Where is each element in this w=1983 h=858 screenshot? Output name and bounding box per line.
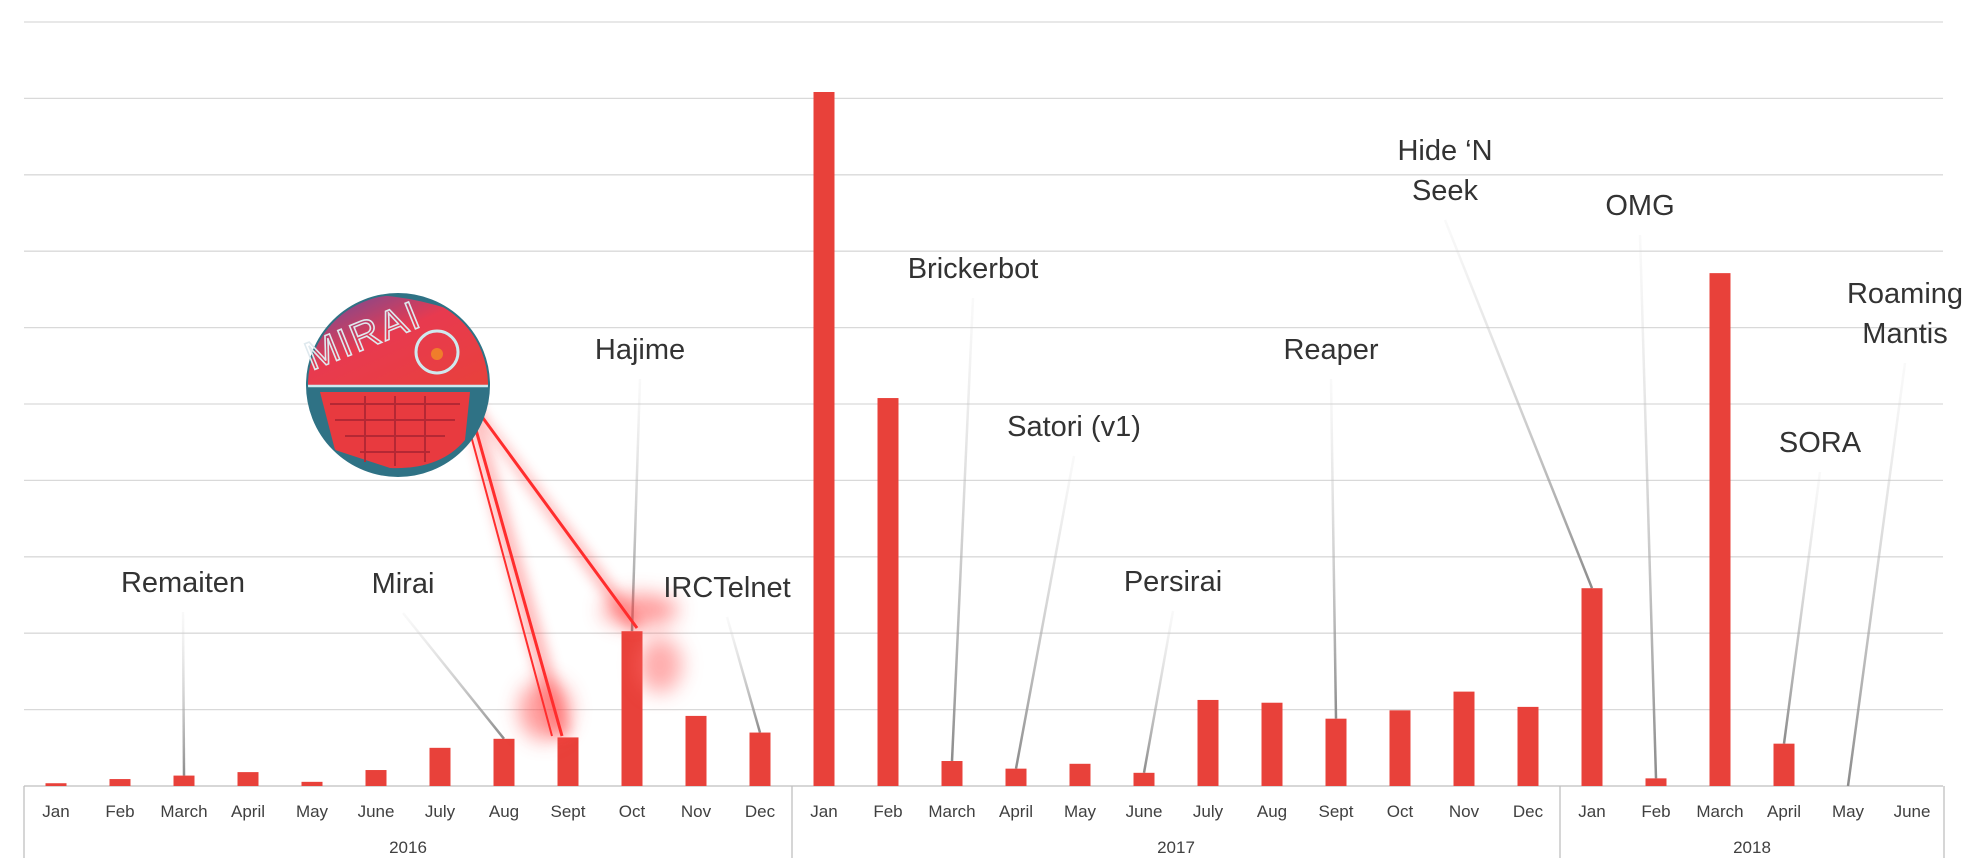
- month-tick-label: Nov: [1449, 802, 1480, 821]
- annotation-label: Persirai: [1124, 566, 1222, 598]
- bar: [877, 398, 899, 786]
- bar: [941, 761, 963, 786]
- bar: [1133, 772, 1155, 786]
- bar: [749, 732, 771, 786]
- bar: [429, 747, 451, 786]
- annotation-label: Remaiten: [121, 567, 245, 599]
- year-label: 2016: [389, 838, 427, 857]
- leader-line: [402, 612, 505, 740]
- leader-line: [725, 616, 762, 733]
- bar: [301, 781, 323, 786]
- annotation-label: Brickerbot: [908, 253, 1039, 285]
- leader-line: [181, 611, 186, 776]
- annotation-label: Hajime: [595, 334, 685, 366]
- month-tick-label: Oct: [619, 802, 646, 821]
- annotation-label: Satori (v1): [1007, 411, 1141, 443]
- logo-outline: [306, 293, 490, 477]
- month-tick-label: April: [231, 802, 265, 821]
- month-tick-label: July: [1193, 802, 1224, 821]
- bar: [1645, 778, 1667, 786]
- bar: [237, 772, 259, 786]
- bar: [621, 631, 643, 786]
- annotation-labels: Remaiten Mirai Hajime IRCTelnet Brickerbot Sa…: [121, 135, 1963, 604]
- bar: [365, 770, 387, 786]
- month-tick-label: Dec: [1513, 802, 1544, 821]
- bar: [1773, 743, 1795, 786]
- month-tick-label: Jan: [810, 802, 837, 821]
- annotation-label: SORA: [1779, 427, 1862, 459]
- bar: [1069, 763, 1091, 786]
- month-tick-label: Oct: [1387, 802, 1414, 821]
- leader-line: [1782, 471, 1822, 744]
- month-tick-label: May: [296, 802, 329, 821]
- month-tick-label: Sept: [1319, 802, 1354, 821]
- annotation-label: OMG: [1605, 190, 1674, 222]
- month-tick-label: June: [1126, 802, 1163, 821]
- leader-line: [630, 378, 642, 632]
- month-tick-label: July: [425, 802, 456, 821]
- month-tick-label: May: [1064, 802, 1097, 821]
- leader-line: [950, 297, 975, 762]
- bar: [1453, 691, 1475, 786]
- month-tick-label: Feb: [873, 802, 902, 821]
- month-tick-label: March: [1696, 802, 1743, 821]
- bar: [1389, 710, 1411, 786]
- leader-line: [1443, 219, 1594, 589]
- bar: [1581, 588, 1603, 786]
- month-tick-label: March: [160, 802, 207, 821]
- month-tick-label: May: [1832, 802, 1865, 821]
- month-tick-label: April: [1767, 802, 1801, 821]
- bar: [109, 779, 131, 786]
- bar: [685, 715, 707, 786]
- bar: [1197, 699, 1219, 786]
- bar: [1325, 718, 1347, 786]
- annotation-label: Mirai: [372, 568, 435, 600]
- leader-line: [1329, 378, 1338, 719]
- leader-line: [1014, 455, 1076, 769]
- leader-line: [1846, 362, 1907, 787]
- annotation-label: Reaper: [1283, 334, 1378, 366]
- annotation-label: Roaming Mantis: [1847, 278, 1963, 350]
- leader-line: [1142, 610, 1175, 774]
- month-tick-label: Feb: [105, 802, 134, 821]
- month-tick-label: Aug: [489, 802, 519, 821]
- bar: [45, 783, 67, 786]
- logo-sphere: [307, 294, 489, 476]
- month-tick-label: March: [928, 802, 975, 821]
- year-label: 2018: [1733, 838, 1771, 857]
- annotation-label: Hide ‘N Seek: [1397, 135, 1492, 207]
- laser-beams: [452, 375, 644, 737]
- month-tick-label: June: [358, 802, 395, 821]
- bars: [45, 92, 1795, 786]
- month-tick-label: June: [1894, 802, 1931, 821]
- month-tick-label: Nov: [681, 802, 712, 821]
- bar: [813, 92, 835, 786]
- month-tick-label: Jan: [1578, 802, 1605, 821]
- month-tick-label: Feb: [1641, 802, 1670, 821]
- month-tick-label: Dec: [745, 802, 776, 821]
- bar: [493, 738, 515, 786]
- year-label: 2017: [1157, 838, 1195, 857]
- annotation-label: IRCTelnet: [663, 572, 790, 604]
- month-tick-label: Jan: [42, 802, 69, 821]
- leader-lines: [181, 219, 1907, 787]
- month-tick-label: Aug: [1257, 802, 1287, 821]
- category-axis: Jan Feb March April May June July Aug Sept Oct Nov…: [23, 785, 1945, 858]
- leader-line: [1638, 234, 1658, 779]
- month-tick-label: April: [999, 802, 1033, 821]
- month-tick-label: Sept: [551, 802, 586, 821]
- bar: [1005, 768, 1027, 786]
- bar: [557, 737, 579, 786]
- bar: [1261, 702, 1283, 786]
- bar: [1709, 273, 1731, 786]
- bar: [1517, 706, 1539, 786]
- mirai-logo: MIRAI: [298, 292, 682, 740]
- bar: [173, 775, 195, 786]
